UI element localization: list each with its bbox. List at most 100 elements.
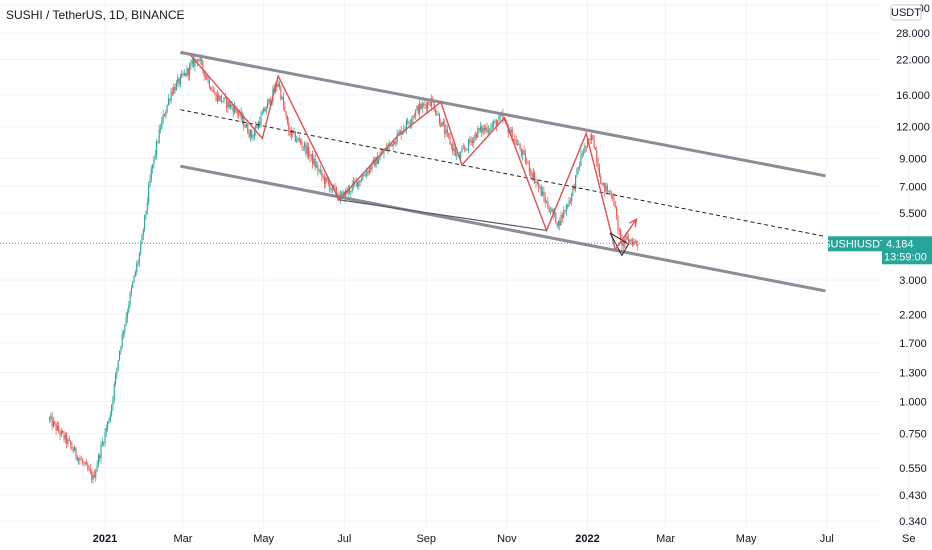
candle-body bbox=[227, 101, 229, 108]
candle bbox=[559, 217, 561, 231]
candle bbox=[157, 140, 159, 144]
currency-button[interactable]: USDT bbox=[890, 4, 922, 21]
candle-body bbox=[88, 469, 90, 471]
candle bbox=[70, 440, 72, 450]
candle-body bbox=[296, 140, 298, 142]
candle bbox=[530, 167, 532, 178]
candle bbox=[519, 142, 521, 152]
candle bbox=[181, 69, 183, 79]
candle-body bbox=[434, 110, 437, 114]
candle bbox=[594, 147, 597, 151]
candle-body bbox=[430, 98, 433, 107]
candle bbox=[576, 167, 578, 178]
candle bbox=[84, 461, 86, 467]
candle bbox=[577, 166, 579, 175]
candle bbox=[281, 95, 283, 100]
symbol-title[interactable]: SUSHI / TetherUS, 1D, BINANCE bbox=[6, 8, 185, 22]
candle-body bbox=[491, 125, 493, 127]
projection-arrow-line bbox=[614, 218, 638, 251]
candle bbox=[300, 138, 302, 146]
candle bbox=[313, 155, 315, 167]
candle-body bbox=[294, 131, 296, 142]
candle-body bbox=[158, 129, 160, 143]
candle bbox=[159, 123, 162, 134]
candle-body bbox=[461, 148, 463, 153]
candle bbox=[249, 128, 251, 143]
candle bbox=[465, 146, 467, 152]
candle bbox=[538, 181, 540, 193]
candle-body bbox=[395, 142, 397, 145]
candle-body bbox=[552, 209, 554, 215]
candle bbox=[158, 124, 160, 145]
candle bbox=[630, 238, 632, 246]
candle-body bbox=[621, 239, 623, 246]
candle bbox=[290, 126, 292, 141]
candle bbox=[163, 113, 166, 117]
candle bbox=[347, 185, 349, 199]
candle bbox=[596, 146, 598, 168]
candle bbox=[263, 107, 265, 113]
candle bbox=[358, 180, 360, 190]
candle bbox=[486, 122, 488, 135]
candle-body bbox=[162, 114, 164, 121]
candle-body bbox=[317, 165, 319, 172]
y-axis[interactable]: 36.00028.00022.00016.00012.0009.0007.000… bbox=[896, 3, 930, 528]
candle-body bbox=[411, 119, 413, 124]
candle bbox=[581, 150, 583, 159]
candle bbox=[318, 168, 320, 174]
candle-body bbox=[542, 191, 544, 196]
candle bbox=[606, 183, 608, 194]
candle bbox=[612, 193, 614, 202]
candle bbox=[95, 468, 97, 482]
candle-body bbox=[478, 128, 480, 130]
candle bbox=[602, 182, 604, 188]
candle-body bbox=[100, 445, 102, 459]
candle-body bbox=[437, 114, 439, 116]
candle bbox=[153, 156, 155, 169]
candle bbox=[462, 143, 464, 150]
candle bbox=[134, 269, 136, 278]
candle-body bbox=[600, 176, 602, 185]
candle bbox=[575, 174, 577, 193]
candle-body bbox=[452, 144, 454, 152]
candle-body bbox=[144, 214, 146, 231]
candle-body bbox=[70, 440, 72, 446]
candle-body bbox=[280, 86, 282, 99]
candle-body bbox=[593, 139, 595, 149]
candle-body bbox=[285, 111, 287, 116]
candle bbox=[413, 112, 415, 119]
y-tick-label: 1.700 bbox=[899, 338, 927, 350]
candle bbox=[251, 128, 253, 140]
candle bbox=[493, 119, 495, 129]
candle-body bbox=[608, 190, 610, 192]
candle-body bbox=[89, 469, 92, 472]
candle bbox=[198, 58, 200, 62]
candle-body bbox=[315, 165, 318, 168]
candle-body bbox=[460, 152, 462, 158]
candle-body bbox=[374, 159, 376, 167]
candle-body bbox=[56, 425, 58, 431]
candle-body bbox=[474, 133, 476, 138]
y-tick-label: 3.000 bbox=[899, 275, 927, 287]
candle bbox=[314, 153, 316, 171]
x-axis[interactable]: 2021 Mar May Jul Sep Nov 2022 Mar May Jul Se bbox=[93, 533, 916, 545]
candle-body bbox=[375, 156, 377, 167]
candle-body bbox=[255, 126, 257, 132]
candle-body bbox=[393, 141, 396, 145]
candle bbox=[124, 324, 126, 338]
candle-body bbox=[269, 98, 271, 104]
candle-body bbox=[429, 104, 431, 107]
candle-body bbox=[470, 140, 472, 143]
candle-body bbox=[523, 150, 525, 154]
candle bbox=[269, 96, 271, 106]
candle bbox=[598, 163, 600, 178]
candle bbox=[286, 115, 288, 126]
candle-body bbox=[146, 202, 148, 212]
candle-body bbox=[108, 421, 110, 422]
candle-body bbox=[67, 439, 69, 444]
candle-body bbox=[196, 59, 199, 61]
candle-body bbox=[609, 190, 611, 193]
candle bbox=[560, 211, 562, 226]
candle bbox=[494, 119, 496, 124]
